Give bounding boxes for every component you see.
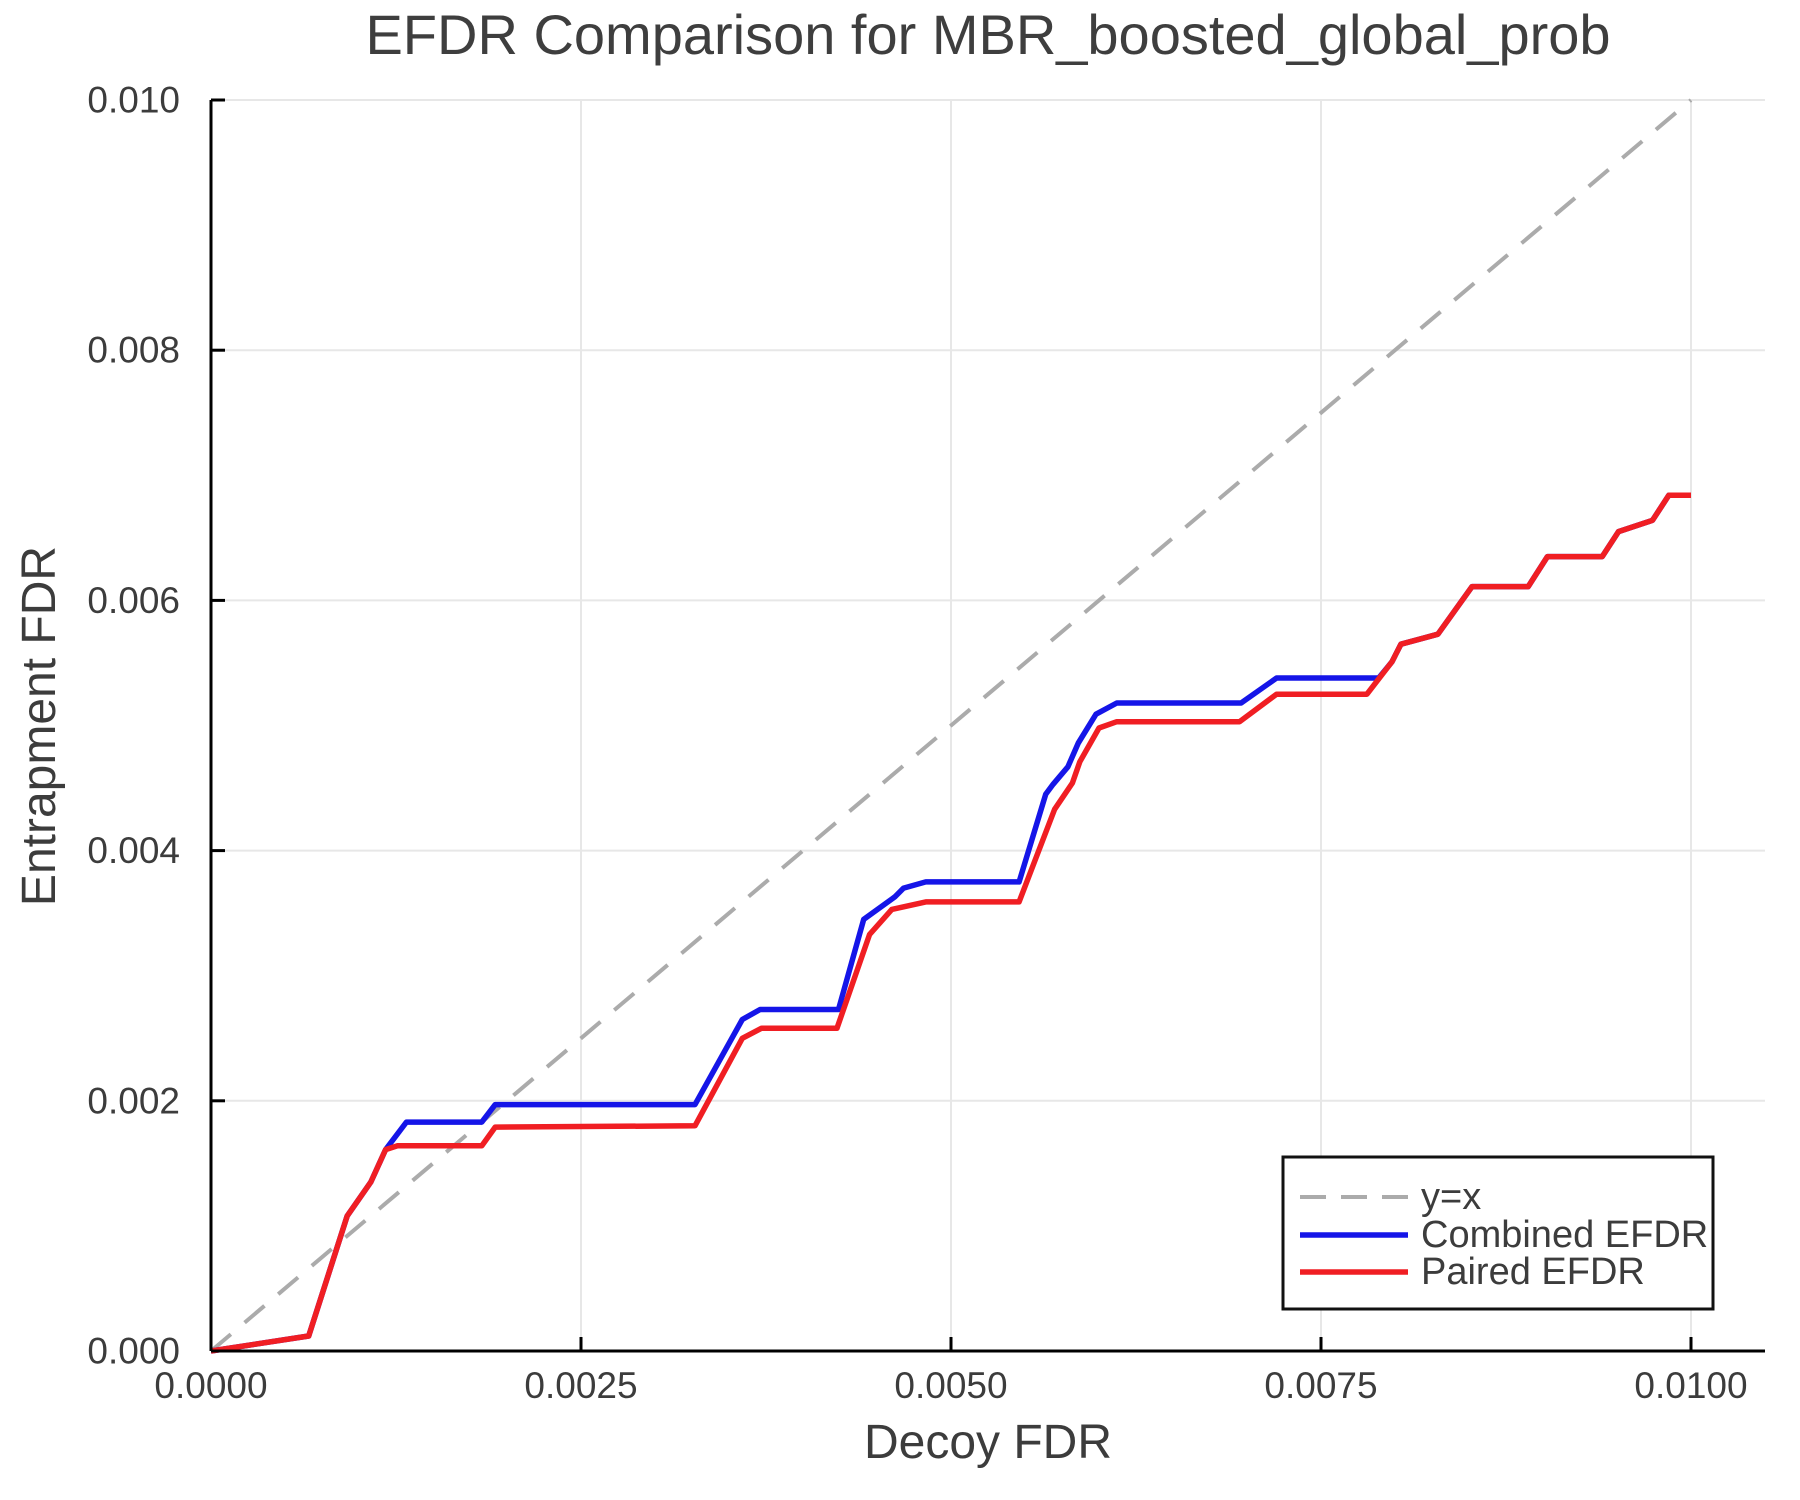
y-tick-label: 0.006: [87, 580, 180, 621]
paired-efdr-line: [210, 492, 1691, 1354]
y-tick-label: 0.008: [87, 330, 180, 371]
chart-title: EFDR Comparison for MBR_boosted_global_p…: [365, 3, 1610, 66]
series-lines: [209, 98, 1693, 1354]
x-tick-label: 0.0025: [524, 1365, 637, 1406]
y-axis-label: Entrapment FDR: [13, 546, 66, 906]
x-axis-label: Decoy FDR: [864, 1416, 1112, 1469]
y-tick-label: 0.002: [87, 1080, 180, 1121]
x-tick-label: 0.0075: [1264, 1365, 1377, 1406]
x-tick-label: 0.0000: [154, 1365, 267, 1406]
y-equals-x-line: [209, 98, 1693, 1353]
y-tick-label: 0.000: [87, 1331, 180, 1372]
y-tick-label: 0.010: [87, 80, 180, 121]
gridlines: [211, 99, 1765, 1351]
x-tick-label: 0.0050: [894, 1365, 1007, 1406]
y-tick-label: 0.004: [87, 830, 180, 871]
axis-tick-labels: 0.0000 0.0025 0.0050 0.0075 0.0100 0.000 0.002…: [87, 80, 1747, 1407]
legend: y=x Combined EFDR Paired EFDR: [1281, 1155, 1715, 1311]
axis-ticks: [209, 98, 1693, 1353]
x-tick-label: 0.0100: [1634, 1365, 1747, 1406]
legend-label-combined-efdr: Combined EFDR: [1421, 1214, 1708, 1256]
legend-label-paired-efdr: Paired EFDR: [1421, 1251, 1645, 1293]
legend-label-y-equals-x: y=x: [1421, 1176, 1481, 1218]
